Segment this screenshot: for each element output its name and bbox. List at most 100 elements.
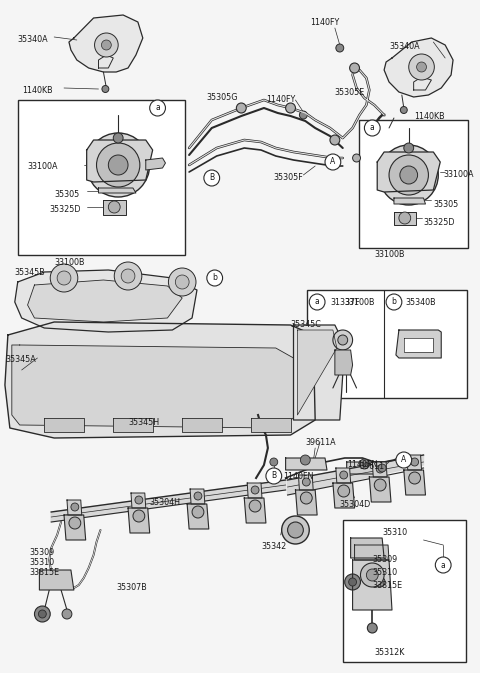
Polygon shape xyxy=(299,475,313,490)
Circle shape xyxy=(282,516,309,544)
Circle shape xyxy=(345,574,360,590)
Circle shape xyxy=(38,610,46,618)
Polygon shape xyxy=(27,280,182,322)
Circle shape xyxy=(207,270,223,286)
Polygon shape xyxy=(113,418,153,432)
Circle shape xyxy=(192,506,204,518)
Text: 35310: 35310 xyxy=(372,568,397,577)
Circle shape xyxy=(353,154,360,162)
Polygon shape xyxy=(414,77,432,90)
Circle shape xyxy=(404,143,414,153)
Polygon shape xyxy=(190,489,205,504)
Text: 39611A: 39611A xyxy=(305,438,336,447)
Circle shape xyxy=(348,578,357,586)
Polygon shape xyxy=(182,418,222,432)
Circle shape xyxy=(349,63,360,73)
Circle shape xyxy=(121,269,135,283)
Circle shape xyxy=(71,503,79,511)
Text: B: B xyxy=(209,174,214,182)
Circle shape xyxy=(435,557,451,573)
Text: 35340B: 35340B xyxy=(406,298,436,307)
Circle shape xyxy=(340,471,348,479)
Circle shape xyxy=(302,478,310,486)
Polygon shape xyxy=(293,325,345,420)
Text: 1140FY: 1140FY xyxy=(266,95,295,104)
Polygon shape xyxy=(247,483,262,498)
Text: 35310: 35310 xyxy=(382,528,407,537)
Circle shape xyxy=(309,294,325,310)
Bar xyxy=(360,120,468,248)
Text: 1140FN: 1140FN xyxy=(283,472,313,481)
Text: 35305F: 35305F xyxy=(274,173,303,182)
Polygon shape xyxy=(335,350,353,375)
Polygon shape xyxy=(98,188,136,193)
Polygon shape xyxy=(288,455,423,495)
Circle shape xyxy=(360,459,369,469)
Polygon shape xyxy=(131,493,146,508)
Text: 35310: 35310 xyxy=(30,558,55,567)
Polygon shape xyxy=(404,470,425,495)
Circle shape xyxy=(396,452,412,468)
Text: A: A xyxy=(330,157,336,166)
Text: 33815E: 33815E xyxy=(30,568,60,577)
Text: 35309: 35309 xyxy=(30,548,55,557)
Text: 35304D: 35304D xyxy=(340,500,371,509)
Polygon shape xyxy=(396,330,441,358)
Polygon shape xyxy=(372,462,387,477)
Text: b: b xyxy=(212,273,217,283)
Polygon shape xyxy=(350,538,384,558)
Polygon shape xyxy=(51,480,286,522)
Text: 35305E: 35305E xyxy=(335,88,365,97)
Circle shape xyxy=(96,143,140,187)
Text: 31337F: 31337F xyxy=(330,298,360,307)
Circle shape xyxy=(366,569,378,581)
Bar xyxy=(343,520,466,662)
Bar xyxy=(307,290,467,398)
Circle shape xyxy=(101,40,111,50)
Text: a: a xyxy=(155,104,160,112)
Text: 35307B: 35307B xyxy=(116,583,147,592)
Text: 33100B: 33100B xyxy=(54,258,84,267)
Polygon shape xyxy=(244,498,266,523)
Text: 33100A: 33100A xyxy=(443,170,474,179)
Polygon shape xyxy=(87,140,153,182)
Text: B: B xyxy=(271,472,276,481)
Circle shape xyxy=(50,264,78,292)
Polygon shape xyxy=(146,158,166,170)
Circle shape xyxy=(35,606,50,622)
Circle shape xyxy=(150,100,166,116)
Circle shape xyxy=(108,155,128,175)
Polygon shape xyxy=(384,38,453,97)
Circle shape xyxy=(133,510,145,522)
Text: 33100B: 33100B xyxy=(345,298,375,307)
Circle shape xyxy=(300,492,312,504)
Text: 1140FY: 1140FY xyxy=(310,18,339,27)
Circle shape xyxy=(288,522,303,538)
Circle shape xyxy=(270,458,278,466)
Circle shape xyxy=(409,54,434,80)
Circle shape xyxy=(400,106,407,114)
Polygon shape xyxy=(187,504,209,529)
Text: 35345H: 35345H xyxy=(128,418,159,427)
Polygon shape xyxy=(407,455,421,470)
Polygon shape xyxy=(12,345,293,428)
Text: A: A xyxy=(401,456,407,464)
Polygon shape xyxy=(67,500,82,515)
Text: 1140FN: 1140FN xyxy=(347,460,377,469)
Text: 35340A: 35340A xyxy=(18,35,48,44)
Polygon shape xyxy=(394,212,416,225)
Text: a: a xyxy=(370,124,375,133)
Circle shape xyxy=(411,458,419,466)
Polygon shape xyxy=(404,338,433,352)
Circle shape xyxy=(330,135,340,145)
Circle shape xyxy=(113,133,123,143)
Circle shape xyxy=(379,145,438,205)
Circle shape xyxy=(376,465,384,473)
Circle shape xyxy=(175,275,189,289)
Circle shape xyxy=(417,62,426,72)
Text: a: a xyxy=(441,561,445,569)
Text: 39611: 39611 xyxy=(360,462,384,471)
Polygon shape xyxy=(286,458,327,470)
Circle shape xyxy=(57,271,71,285)
Polygon shape xyxy=(298,330,337,415)
